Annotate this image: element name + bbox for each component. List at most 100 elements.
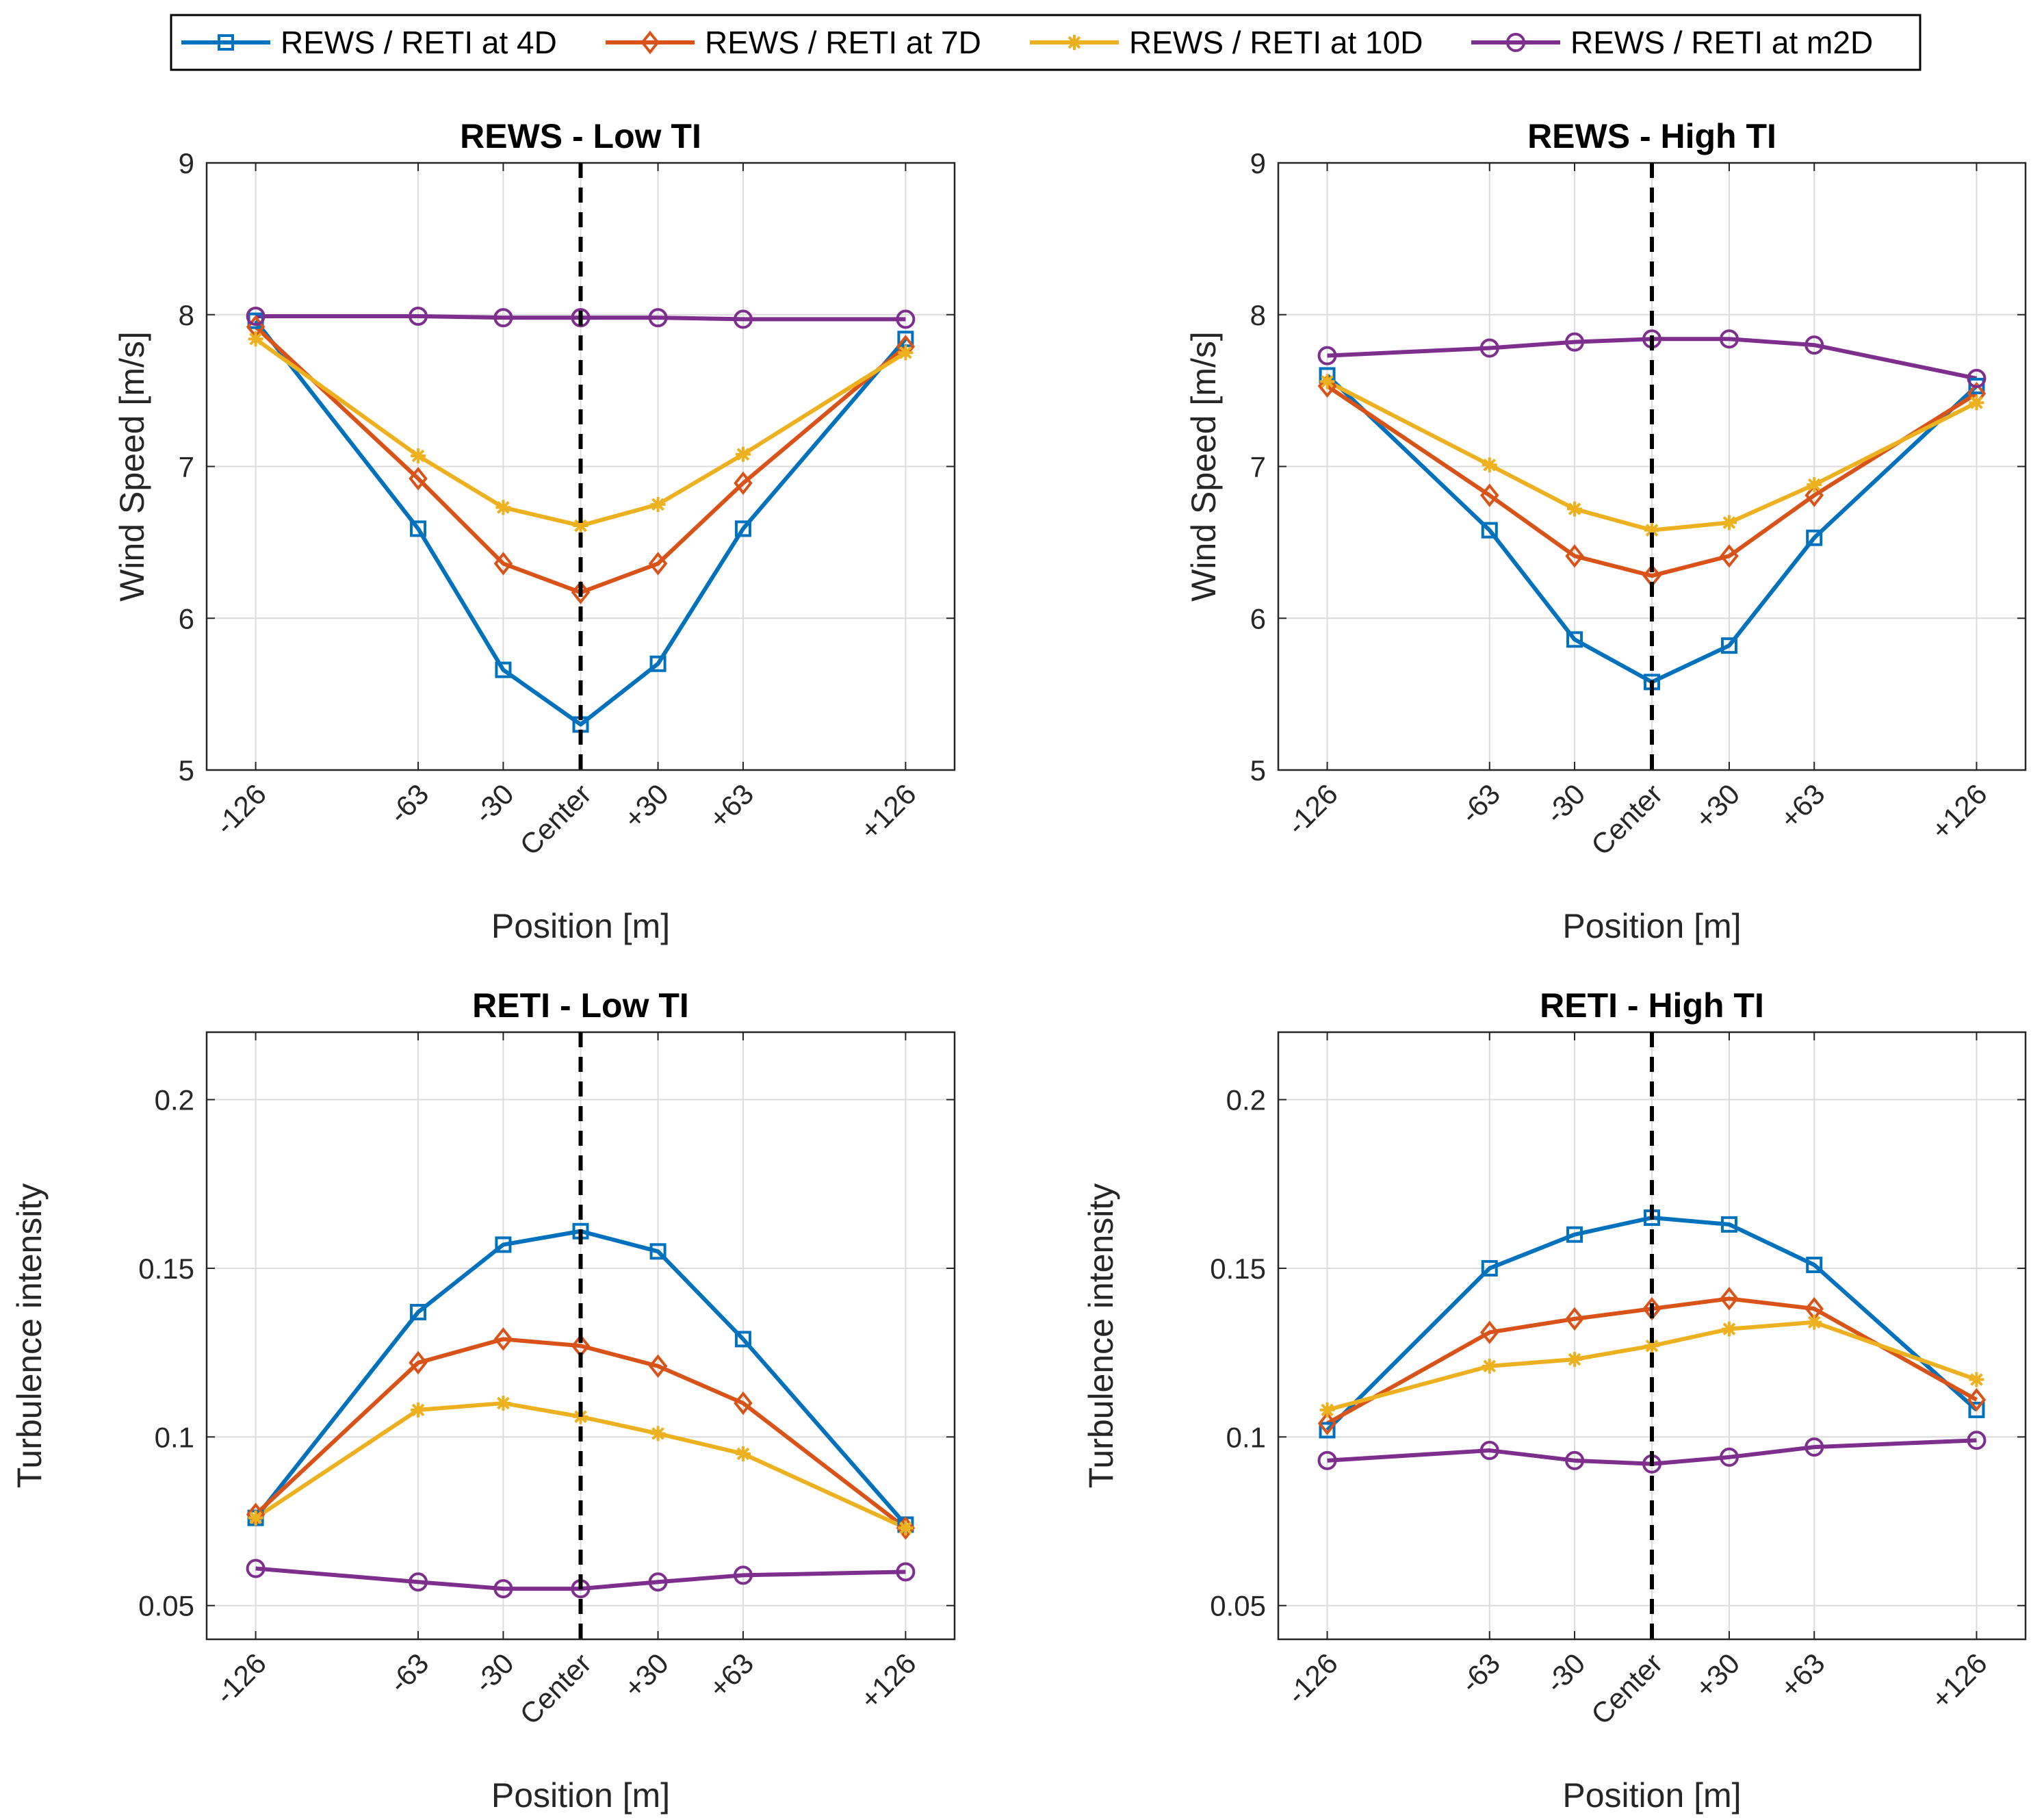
y-tick-label: 0.15 <box>138 1253 194 1285</box>
x-axis-label: Position [m] <box>491 907 670 945</box>
data-point-rews-reti-at-10d <box>411 1402 426 1418</box>
data-point-rews-reti-at-10d <box>1721 1321 1737 1337</box>
data-point-rews-reti-at-m2d <box>246 306 266 326</box>
data-point-rews-reti-at-10d <box>735 1446 751 1461</box>
data-point-rews-reti-at-7d <box>1720 1287 1739 1311</box>
x-tick-label: +63 <box>703 778 760 835</box>
y-tick-label: 0.2 <box>1226 1084 1266 1116</box>
x-tick-label: -63 <box>1454 1647 1506 1699</box>
data-point-rews-reti-at-10d <box>495 500 511 515</box>
data-point-rews-reti-at-10d <box>1319 374 1335 389</box>
x-tick-label: -30 <box>468 778 520 830</box>
y-axis-label: Turbulence intensity <box>10 1183 49 1489</box>
data-point-rews-reti-at-7d <box>1565 1307 1584 1331</box>
x-tick-label: +63 <box>1774 1647 1831 1704</box>
x-tick-label: +63 <box>1774 778 1831 835</box>
data-point-rews-reti-at-m2d <box>1967 1431 1987 1450</box>
y-axis-label: Wind Speed [m/s] <box>113 331 151 602</box>
data-point-rews-reti-at-10d <box>1807 1314 1822 1330</box>
data-point-rews-reti-at-7d <box>1804 483 1824 507</box>
x-tick-label: -30 <box>1539 778 1591 830</box>
data-point-rews-reti-at-7d <box>1480 1320 1499 1344</box>
x-tick-label: +30 <box>617 1647 675 1704</box>
legend: REWS / RETI at 4D REWS / RETI at 7D REWS /… <box>170 14 1922 71</box>
x-tick-label: -63 <box>383 1647 435 1699</box>
series-line-rews-reti-at-7d <box>254 1337 907 1530</box>
x-tick-label: -126 <box>1280 1647 1344 1710</box>
data-point-rews-reti-at-m2d <box>1317 346 1337 366</box>
x-tick-label: -30 <box>468 1647 520 1699</box>
data-point-rews-reti-at-m2d <box>493 1579 513 1599</box>
data-point-rews-reti-at-7d <box>648 552 668 576</box>
data-point-rews-reti-at-10d <box>1567 1351 1583 1367</box>
legend-marker-diamond <box>641 30 660 55</box>
data-point-rews-reti-at-10d <box>735 446 751 462</box>
data-point-rews-reti-at-4d <box>1566 631 1583 648</box>
data-point-rews-reti-at-4d <box>1720 637 1737 654</box>
data-point-rews-reti-at-4d <box>410 520 427 537</box>
data-point-rews-reti-at-10d <box>1319 1402 1335 1418</box>
data-point-rews-reti-at-7d <box>409 1350 428 1375</box>
legend-entry-rews-reti-at-10d: REWS / RETI at 10D <box>1030 25 1423 60</box>
data-point-rews-reti-at-10d <box>1644 1338 1659 1354</box>
x-tick-label: +126 <box>1925 1647 1993 1715</box>
data-point-rews-reti-at-m2d <box>571 308 591 328</box>
data-point-rews-reti-at-7d <box>493 552 513 576</box>
x-tick-label: +126 <box>1925 778 1993 846</box>
data-point-rews-reti-at-7d <box>409 467 428 491</box>
legend-label: REWS / RETI at 7D <box>705 25 981 60</box>
x-tick-label: -126 <box>1280 778 1344 841</box>
data-point-rews-reti-at-4d <box>495 1236 512 1253</box>
data-point-rews-reti-at-m2d <box>1479 338 1499 358</box>
data-point-rews-reti-at-4d <box>1481 1259 1498 1277</box>
y-tick-label: 9 <box>1250 147 1266 179</box>
data-point-rews-reti-at-10d <box>1482 1358 1497 1374</box>
x-tick-label: +30 <box>1689 1647 1746 1704</box>
data-point-rews-reti-at-10d <box>1644 522 1659 538</box>
x-tick-label: +63 <box>703 1647 760 1704</box>
chart-title: REWS - High TI <box>1527 117 1776 155</box>
legend-entry-rews-reti-at-7d: REWS / RETI at 7D <box>606 25 981 60</box>
data-point-rews-reti-at-10d <box>1969 1372 1984 1387</box>
data-point-rews-reti-at-m2d <box>493 308 513 328</box>
x-tick-label: +30 <box>1689 778 1746 835</box>
data-point-rews-reti-at-7d <box>1565 544 1584 568</box>
x-tick-label: -30 <box>1539 1647 1591 1699</box>
legend-label: REWS / RETI at m2D <box>1570 25 1873 60</box>
x-tick-label: -63 <box>383 778 435 830</box>
y-tick-label: 5 <box>1250 754 1266 786</box>
y-tick-label: 7 <box>1250 451 1266 483</box>
series-line-rews-reti-at-4d <box>254 319 907 727</box>
y-axis-label: Wind Speed [m/s] <box>1185 331 1223 602</box>
data-point-rews-reti-at-m2d <box>409 1572 428 1592</box>
y-tick-label: 6 <box>1250 602 1266 635</box>
data-point-rews-reti-at-10d <box>1807 477 1822 493</box>
data-point-rews-reti-at-10d <box>495 1396 511 1411</box>
data-point-rews-reti-at-m2d <box>896 309 916 329</box>
x-tick-label: Center <box>1585 778 1668 861</box>
data-point-rews-reti-at-m2d <box>1565 1450 1585 1470</box>
chart-title: REWS - Low TI <box>460 117 701 155</box>
data-point-rews-reti-at-10d <box>1721 515 1737 530</box>
data-point-rews-reti-at-4d <box>1968 1401 1985 1418</box>
y-tick-label: 7 <box>179 451 194 483</box>
chart-title: RETI - High TI <box>1540 986 1764 1025</box>
data-point-rews-reti-at-10d <box>1567 501 1583 517</box>
data-point-rews-reti-at-m2d <box>1565 332 1585 352</box>
data-point-rews-reti-at-4d <box>734 520 751 537</box>
data-point-rews-reti-at-10d <box>1969 395 1984 411</box>
data-point-rews-reti-at-m2d <box>1719 329 1739 349</box>
data-point-rews-reti-at-10d <box>248 1510 263 1526</box>
x-axis-label: Position [m] <box>1562 1776 1741 1815</box>
legend-marker-asterisk <box>1067 35 1082 50</box>
x-tick-label: -126 <box>209 778 272 841</box>
data-point-rews-reti-at-4d <box>1968 377 1985 394</box>
data-point-rews-reti-at-m2d <box>648 1572 668 1592</box>
data-point-rews-reti-at-10d <box>248 331 263 347</box>
x-tick-label: +30 <box>617 778 675 835</box>
y-tick-label: 8 <box>1250 299 1266 331</box>
data-point-rews-reti-at-4d <box>1319 1422 1336 1439</box>
